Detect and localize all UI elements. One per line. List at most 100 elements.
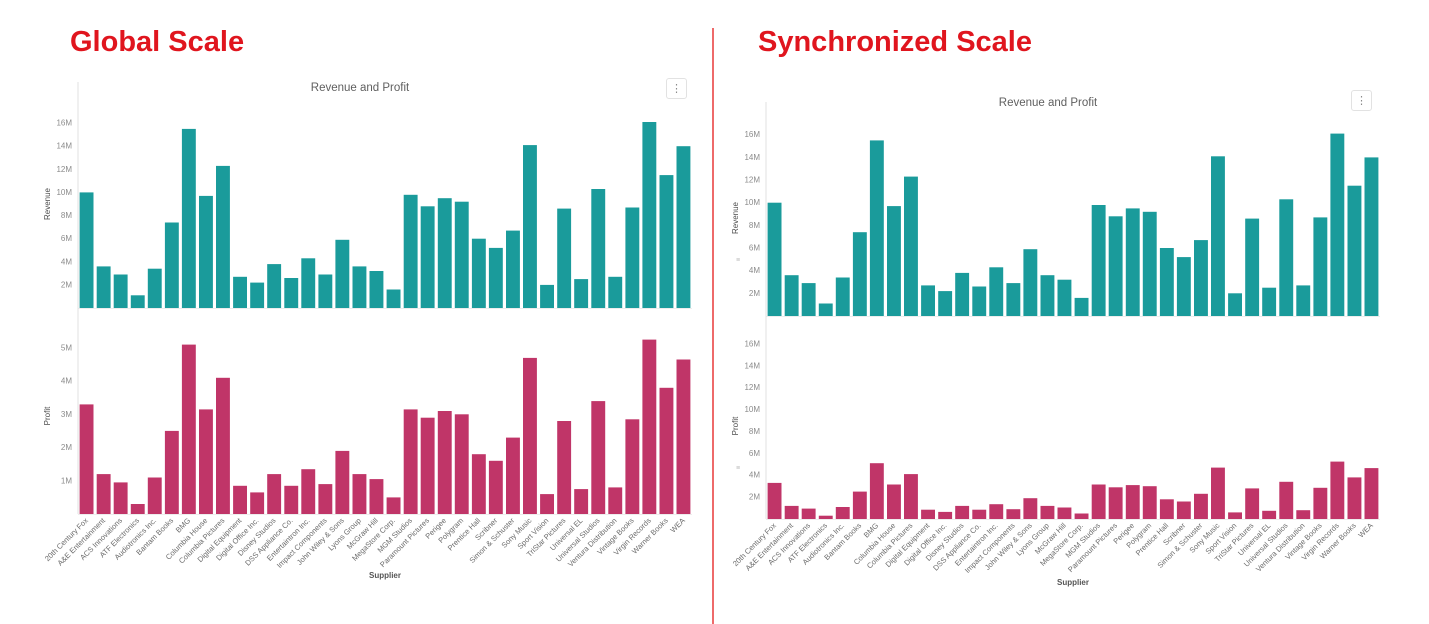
revenue-bar[interactable] [199, 195, 213, 308]
revenue-bar[interactable] [904, 176, 918, 316]
revenue-bar[interactable] [887, 206, 901, 316]
revenue-bar[interactable] [1091, 205, 1106, 316]
profit-bar[interactable] [608, 487, 623, 514]
profit-bar[interactable] [989, 504, 1004, 519]
revenue-bar[interactable] [454, 201, 469, 308]
profit-bar[interactable] [1279, 481, 1294, 519]
revenue-bar[interactable] [147, 268, 162, 308]
revenue-bar[interactable] [557, 208, 572, 308]
revenue-bar[interactable] [130, 295, 145, 308]
revenue-bar[interactable] [284, 278, 299, 308]
profit-bar[interactable] [1091, 484, 1106, 520]
profit-bar[interactable] [921, 509, 935, 519]
revenue-bar[interactable] [1040, 275, 1055, 316]
profit-bar[interactable] [1159, 499, 1174, 519]
profit-bar[interactable] [1245, 488, 1260, 519]
profit-bar[interactable] [1364, 468, 1379, 519]
revenue-bar[interactable] [1262, 287, 1277, 316]
revenue-bar[interactable] [1074, 297, 1089, 316]
profit-bar[interactable] [1057, 507, 1072, 520]
profit-bar[interactable] [1330, 461, 1345, 519]
profit-bar[interactable] [1347, 477, 1362, 519]
profit-bar[interactable] [164, 430, 179, 514]
revenue-bar[interactable] [625, 207, 640, 309]
profit-bar[interactable] [386, 497, 401, 514]
revenue-bar[interactable] [608, 276, 623, 308]
revenue-bar[interactable] [784, 275, 799, 316]
profit-bar[interactable] [488, 460, 503, 514]
profit-bar[interactable] [267, 474, 282, 514]
revenue-bar[interactable] [921, 285, 935, 316]
revenue-bar[interactable] [420, 206, 435, 308]
revenue-bar[interactable] [216, 165, 230, 308]
profit-bar[interactable] [454, 414, 469, 514]
profit-bar[interactable] [852, 491, 867, 519]
revenue-bar[interactable] [852, 232, 867, 316]
profit-bar[interactable] [79, 404, 94, 514]
revenue-bar[interactable] [1176, 257, 1191, 316]
axis-sync-icon[interactable]: ≡ [736, 257, 740, 264]
profit-bar[interactable] [96, 474, 111, 514]
profit-bar[interactable] [284, 485, 299, 514]
revenue-bar[interactable] [989, 267, 1004, 316]
revenue-bar[interactable] [506, 230, 520, 308]
revenue-bar[interactable] [1313, 217, 1328, 316]
revenue-bar[interactable] [869, 140, 884, 316]
profit-bar[interactable] [801, 508, 816, 519]
revenue-bar[interactable] [250, 282, 265, 308]
profit-bar[interactable] [835, 507, 850, 519]
revenue-bar[interactable] [1108, 216, 1123, 316]
profit-bar[interactable] [887, 484, 901, 520]
profit-bar[interactable] [216, 377, 230, 514]
revenue-bar[interactable] [1125, 208, 1140, 316]
revenue-bar[interactable] [767, 202, 782, 316]
profit-bar[interactable] [147, 477, 162, 515]
revenue-bar[interactable] [1279, 199, 1294, 316]
profit-bar[interactable] [938, 511, 953, 519]
revenue-bar[interactable] [659, 175, 674, 308]
profit-bar[interactable] [1211, 467, 1225, 519]
revenue-bar[interactable] [471, 238, 486, 308]
profit-bar[interactable] [818, 515, 833, 519]
revenue-bar[interactable] [403, 194, 418, 308]
profit-bar[interactable] [1228, 512, 1242, 519]
profit-bar[interactable] [1040, 505, 1055, 519]
profit-bar[interactable] [233, 485, 247, 514]
profit-bar[interactable] [676, 359, 691, 515]
revenue-bar[interactable] [642, 122, 657, 308]
revenue-bar[interactable] [540, 284, 554, 308]
revenue-bar[interactable] [318, 274, 333, 309]
revenue-bar[interactable] [1245, 218, 1260, 316]
profit-bar[interactable] [972, 509, 987, 519]
profit-bar[interactable] [506, 437, 520, 514]
revenue-bar[interactable] [574, 279, 589, 308]
revenue-bar[interactable] [1194, 240, 1208, 316]
revenue-bar[interactable] [676, 146, 691, 308]
axis-sync-icon[interactable]: ≡ [736, 465, 740, 472]
revenue-bar[interactable] [835, 277, 850, 317]
revenue-bar[interactable] [801, 283, 816, 316]
profit-bar[interactable] [130, 504, 145, 514]
revenue-bar[interactable] [369, 271, 384, 308]
revenue-bar[interactable] [818, 303, 833, 317]
revenue-bar[interactable] [267, 264, 282, 308]
revenue-bar[interactable] [79, 192, 94, 308]
revenue-bar[interactable] [1296, 285, 1311, 316]
profit-bar[interactable] [955, 505, 970, 519]
revenue-bar[interactable] [1228, 293, 1242, 316]
profit-bar[interactable] [403, 409, 418, 514]
profit-bar[interactable] [199, 409, 213, 514]
profit-bar[interactable] [625, 419, 640, 514]
revenue-bar[interactable] [113, 274, 128, 309]
profit-bar[interactable] [250, 492, 265, 514]
profit-bar[interactable] [1125, 485, 1140, 519]
profit-bar[interactable] [181, 344, 196, 514]
revenue-bar[interactable] [1057, 279, 1072, 316]
profit-bar[interactable] [904, 474, 918, 519]
profit-bar[interactable] [1142, 486, 1157, 519]
revenue-bar[interactable] [1142, 211, 1157, 316]
revenue-bar[interactable] [1006, 283, 1021, 316]
revenue-bar[interactable] [488, 247, 503, 308]
revenue-bar[interactable] [523, 145, 537, 308]
profit-bar[interactable] [591, 401, 606, 514]
